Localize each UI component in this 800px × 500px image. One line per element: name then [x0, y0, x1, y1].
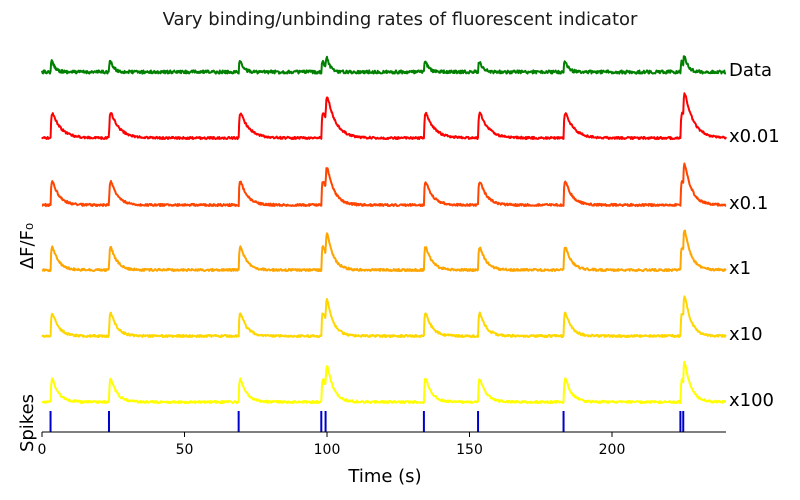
trace-x0-1: [41, 162, 727, 208]
trace-label-x100: x100: [729, 390, 774, 411]
x-tick-label: 200: [599, 442, 626, 458]
trace-x0-01: [41, 92, 727, 141]
trace-label-x0-01: x0.01: [729, 126, 780, 147]
trace-x10: [41, 295, 727, 339]
trace-label-x1: x1: [729, 258, 751, 279]
trace-label-x10: x10: [729, 324, 763, 345]
x-tick-label: 150: [456, 442, 483, 458]
x-axis: 0 50 100 150 200: [38, 431, 726, 458]
spikes-axis-label: Spikes: [17, 394, 38, 452]
trace-x100: [41, 360, 727, 405]
x-tick-label: 0: [38, 442, 47, 458]
chart-title: Vary binding/unbinding rates of fluoresc…: [163, 9, 638, 30]
trace-label-data: Data: [729, 60, 772, 81]
trace-x1: [41, 229, 727, 273]
trace-labels-group: Data x0.01 x0.1 x1 x10 x100: [729, 60, 780, 411]
trace-data: [41, 55, 727, 75]
spikes-group: [49, 411, 685, 432]
x-tick-label: 50: [176, 442, 194, 458]
x-tick-label: 100: [314, 442, 341, 458]
x-axis-label: Time (s): [347, 466, 421, 487]
y-axis-label: ΔF/F₀: [17, 223, 38, 269]
trace-label-x0-1: x0.1: [729, 193, 768, 214]
traces-group: [41, 55, 727, 405]
